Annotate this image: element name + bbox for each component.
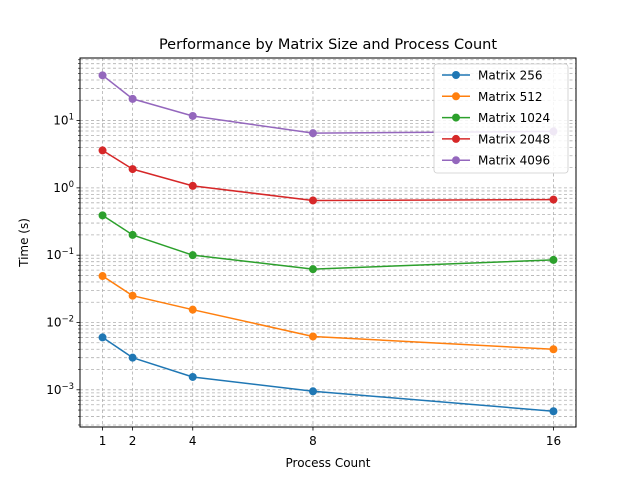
data-point [98, 71, 107, 80]
data-point [128, 353, 137, 362]
data-point [549, 345, 558, 354]
data-point [98, 272, 107, 281]
legend: Matrix 256 Matrix 512 Matrix 1024 Matrix 20… [433, 63, 569, 174]
legend-marker [452, 156, 460, 165]
y-tick-label: 10−3 [46, 382, 74, 397]
grid-lines [80, 58, 576, 427]
data-point [188, 111, 197, 120]
y-axis: 10−3 10−2 10−1 100 101 [46, 59, 80, 426]
y-axis-title: Time (s) [17, 218, 31, 268]
data-point [549, 195, 558, 204]
x-tick-label: 16 [546, 434, 561, 448]
data-point [188, 305, 197, 314]
data-point [308, 332, 317, 341]
data-point [308, 265, 317, 274]
x-tick-label: 1 [99, 434, 107, 448]
data-point [188, 181, 197, 190]
data-point [128, 291, 137, 300]
y-tick-label: 10−2 [46, 314, 74, 329]
series-group [98, 333, 558, 416]
legend-box [433, 63, 569, 174]
data-point [549, 255, 558, 264]
series-group [98, 146, 558, 205]
x-axis: 1 2 4 8 16 [99, 427, 561, 448]
legend-marker [452, 134, 460, 143]
chart-title: Performance by Matrix Size and Process C… [159, 37, 497, 53]
legend-label: Matrix 4096 [478, 154, 550, 168]
legend-marker [452, 71, 460, 79]
legend-marker [452, 92, 460, 101]
data-point [128, 230, 137, 239]
data-point [308, 387, 317, 396]
legend-marker [452, 113, 460, 122]
data-point [308, 196, 317, 205]
legend-label: Matrix 256 [478, 69, 543, 83]
x-tick-label: 2 [129, 434, 137, 448]
x-tick-label: 8 [309, 434, 317, 448]
data-point [128, 94, 137, 103]
x-tick-label: 4 [189, 434, 197, 448]
series-group [98, 211, 558, 274]
data-point [188, 251, 197, 260]
legend-label: Matrix 1024 [478, 111, 550, 125]
data-point [128, 165, 137, 174]
x-axis-title: Process Count [286, 456, 371, 470]
legend-label: Matrix 512 [478, 90, 543, 104]
series-group [98, 272, 558, 354]
data-point [98, 333, 107, 342]
data-point [98, 211, 107, 220]
data-point [98, 146, 107, 155]
legend-label: Matrix 2048 [478, 132, 550, 146]
plot-frame [79, 57, 577, 428]
data-point [549, 407, 558, 416]
y-tick-label: 100 [53, 180, 74, 195]
data-point [188, 372, 197, 381]
y-tick-label: 10−1 [46, 247, 74, 262]
data-point [308, 129, 317, 138]
y-tick-label: 101 [53, 113, 74, 128]
